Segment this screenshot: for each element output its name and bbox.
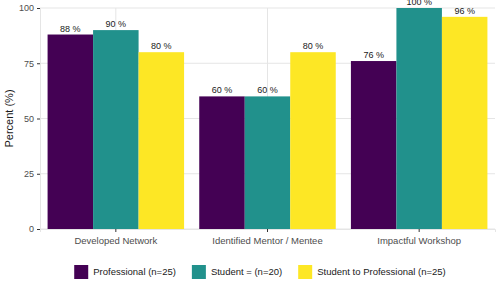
legend-swatch (298, 265, 312, 279)
bars (48, 8, 488, 229)
data-label: 80 % (303, 41, 324, 51)
legend-swatch (192, 265, 206, 279)
bar (93, 30, 139, 229)
data-labels: 88 % 60 % 76 % 90 % 60 % 100 % 80 % 80 % 96 % (60, 0, 475, 95)
bar (48, 35, 93, 229)
y-tick: 25 (24, 169, 40, 179)
data-label: 90 % (106, 19, 127, 29)
tick-mark (115, 229, 116, 232)
chart: 88 % 60 % 76 % 90 % 60 % 100 % 80 % 80 % 96 % 0 25… (0, 0, 500, 286)
tick-mark (37, 63, 40, 64)
bar (290, 52, 336, 229)
legend-label: Professional (n=25) (93, 266, 176, 277)
tick-mark (419, 229, 420, 232)
y-tick: 75 (24, 59, 40, 69)
bar (442, 17, 488, 229)
data-label: 100 % (406, 0, 432, 7)
y-axis: 0 25 50 75 100 (19, 3, 41, 234)
legend-label: Student to Professional (n=25) (317, 266, 446, 277)
plot: 88 % 60 % 76 % 90 % 60 % 100 % 80 % 80 % 96 % 0 25… (19, 0, 496, 246)
x-tick: Impactful Workshop (377, 229, 461, 246)
tick-mark (37, 229, 40, 230)
data-label: 60 % (257, 85, 278, 95)
bar (245, 96, 291, 229)
data-label: 96 % (454, 6, 475, 16)
legend-item: Student to Professional (n=25) (298, 265, 446, 279)
x-axis-line (41, 230, 496, 233)
legend-item: Student = (n=20) (192, 265, 282, 279)
y-tick: 100 (19, 3, 40, 13)
x-axis: Developed Network Identified Mentor / Men… (41, 229, 496, 246)
data-label: 76 % (363, 50, 384, 60)
tick-label: 75 (24, 59, 34, 69)
tick-label: 0 (29, 224, 34, 234)
tick-label: Impactful Workshop (377, 235, 461, 246)
tick-mark (37, 119, 40, 120)
legend-label: Student = (n=20) (211, 266, 282, 277)
legend-item: Professional (n=25) (74, 265, 176, 279)
bar (396, 8, 442, 229)
tick-label: Developed Network (74, 235, 157, 246)
data-label: 80 % (151, 41, 172, 51)
data-label: 60 % (212, 85, 233, 95)
bar (351, 61, 397, 229)
tick-label: 100 (19, 3, 34, 13)
tick-mark (37, 8, 40, 9)
y-axis-line (37, 9, 41, 230)
tick-label: 50 (24, 114, 34, 124)
x-tick: Identified Mentor / Mentee (212, 229, 322, 246)
y-tick: 50 (24, 114, 40, 124)
bar (199, 96, 245, 229)
legend: Professional (n=25) Student = (n=20) Stude… (74, 265, 446, 279)
y-axis-title: Percent (%) (3, 89, 15, 147)
tick-mark (37, 174, 40, 175)
data-label: 88 % (60, 24, 81, 34)
bar (139, 52, 185, 229)
x-tick: Developed Network (74, 229, 157, 246)
tick-mark (267, 229, 268, 232)
tick-label: Identified Mentor / Mentee (212, 235, 322, 246)
grid (40, 8, 495, 229)
legend-swatch (74, 265, 88, 279)
y-tick: 0 (29, 224, 40, 234)
tick-label: 25 (24, 169, 34, 179)
